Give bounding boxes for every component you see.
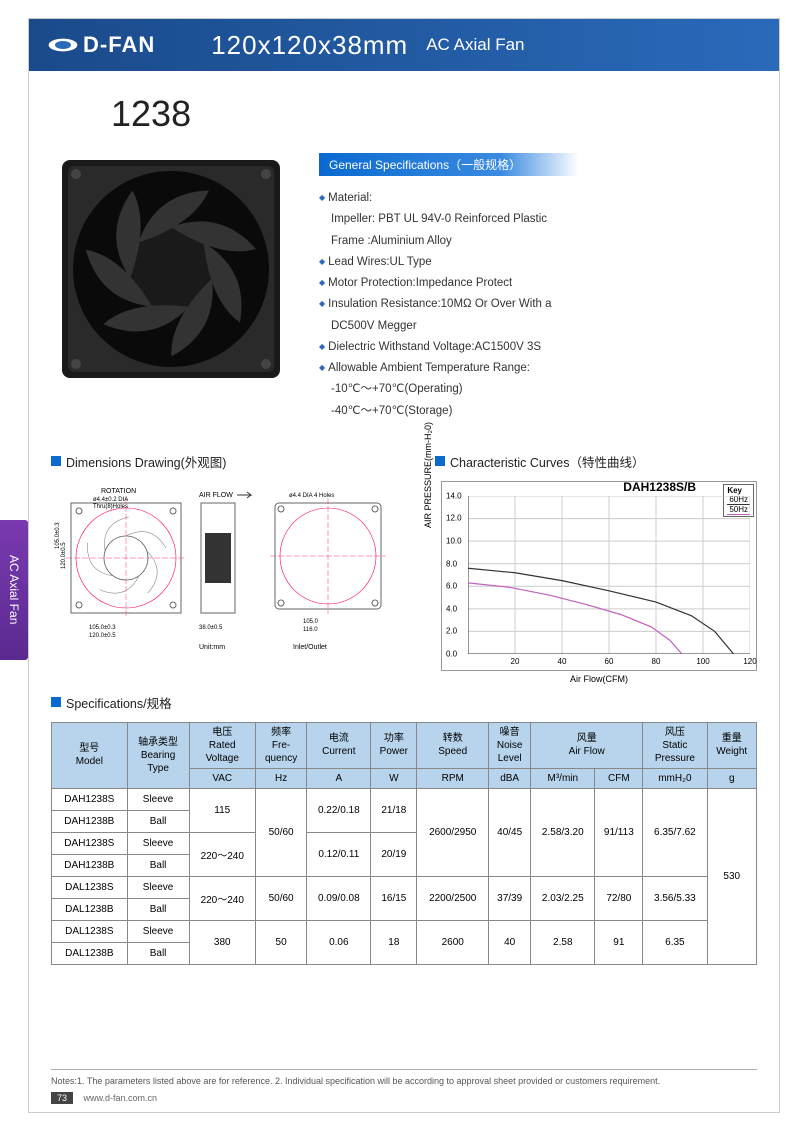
chart-xlabel: Air Flow(CFM) bbox=[570, 674, 628, 684]
characteristic-chart: DAH1238S/B Key 60Hz 50Hz AIR PRESSURE(mm… bbox=[441, 481, 757, 671]
th-airflow: 风量Air Flow bbox=[531, 722, 643, 768]
th-current: 电流Current bbox=[307, 722, 371, 768]
logo-icon bbox=[47, 36, 79, 54]
chart-ylabel: AIR PRESSURE(mm-H₂0) bbox=[423, 422, 433, 528]
brand-text: D-FAN bbox=[83, 32, 155, 58]
footer: Notes:1. The parameters listed above are… bbox=[51, 1069, 757, 1104]
th-freq: 频率Fre-quency bbox=[256, 722, 307, 768]
svg-text:38.0±0.5: 38.0±0.5 bbox=[199, 625, 223, 631]
th-power: 功率Power bbox=[371, 722, 417, 768]
th-model: 型号Model bbox=[52, 722, 128, 788]
svg-text:Inlet/Outlet: Inlet/Outlet bbox=[293, 644, 327, 651]
fan-illustration bbox=[56, 154, 286, 384]
svg-text:120.0±0.5: 120.0±0.5 bbox=[89, 633, 116, 639]
page-number: 73 bbox=[51, 1092, 73, 1104]
general-specs-banner: General Specifications（一般规格） bbox=[319, 153, 579, 176]
svg-text:120.0±0.5: 120.0±0.5 bbox=[61, 542, 67, 569]
specs-table-heading: Specifications/规格 bbox=[51, 693, 757, 712]
svg-text:ROTATION: ROTATION bbox=[101, 488, 136, 495]
dimensions-drawing: ROTATION ø4.4±0.2 DIA Thru(8)Holes 120.0… bbox=[51, 481, 411, 671]
svg-text:AIR FLOW: AIR FLOW bbox=[199, 492, 233, 499]
dimensions-heading: Dimensions Drawing(外观图) bbox=[51, 452, 411, 471]
svg-text:Unit:mm: Unit:mm bbox=[199, 644, 225, 651]
model-number: 1238 bbox=[111, 93, 757, 135]
svg-text:ø4.4 DIA 4 Holes: ø4.4 DIA 4 Holes bbox=[289, 493, 334, 499]
th-weight: 重量Weight bbox=[707, 722, 757, 768]
header-bar: D-FAN 120x120x38mm AC Axial Fan bbox=[29, 19, 779, 71]
svg-text:105.0: 105.0 bbox=[303, 619, 319, 625]
th-noise: 噪音NoiseLevel bbox=[489, 722, 531, 768]
svg-text:ø4.4±0.2 DIA: ø4.4±0.2 DIA bbox=[93, 497, 128, 503]
footer-url: www.d-fan.com.cn bbox=[84, 1093, 158, 1103]
svg-text:105.0±0.3: 105.0±0.3 bbox=[55, 522, 61, 549]
th-voltage: 电压RatedVoltage bbox=[189, 722, 256, 768]
brand-logo: D-FAN bbox=[47, 32, 155, 58]
side-tab: AC Axial Fan bbox=[0, 520, 28, 660]
product-image bbox=[51, 149, 291, 389]
specs-table: 型号Model 轴承类型BearingType 电压RatedVoltage 频… bbox=[51, 722, 757, 965]
svg-text:105.0±0.3: 105.0±0.3 bbox=[89, 625, 116, 631]
page: D-FAN 120x120x38mm AC Axial Fan 1238 bbox=[28, 18, 780, 1113]
curves-heading: Characteristic Curves（特性曲线） bbox=[435, 452, 757, 471]
th-pressure: 风压StaticPressure bbox=[643, 722, 707, 768]
svg-text:Thru(8)Holes: Thru(8)Holes bbox=[93, 504, 128, 510]
chart-title: DAH1238S/B bbox=[623, 480, 696, 494]
header-category: AC Axial Fan bbox=[426, 35, 524, 55]
th-speed: 转数Speed bbox=[417, 722, 489, 768]
th-bearing: 轴承类型BearingType bbox=[127, 722, 189, 788]
footer-notes: Notes:1. The parameters listed above are… bbox=[51, 1069, 757, 1086]
spec-list: ◆Material:Impeller: PBT UL 94V-0 Reinfor… bbox=[319, 188, 757, 422]
svg-text:116.0: 116.0 bbox=[303, 627, 318, 633]
header-size: 120x120x38mm bbox=[211, 30, 408, 61]
